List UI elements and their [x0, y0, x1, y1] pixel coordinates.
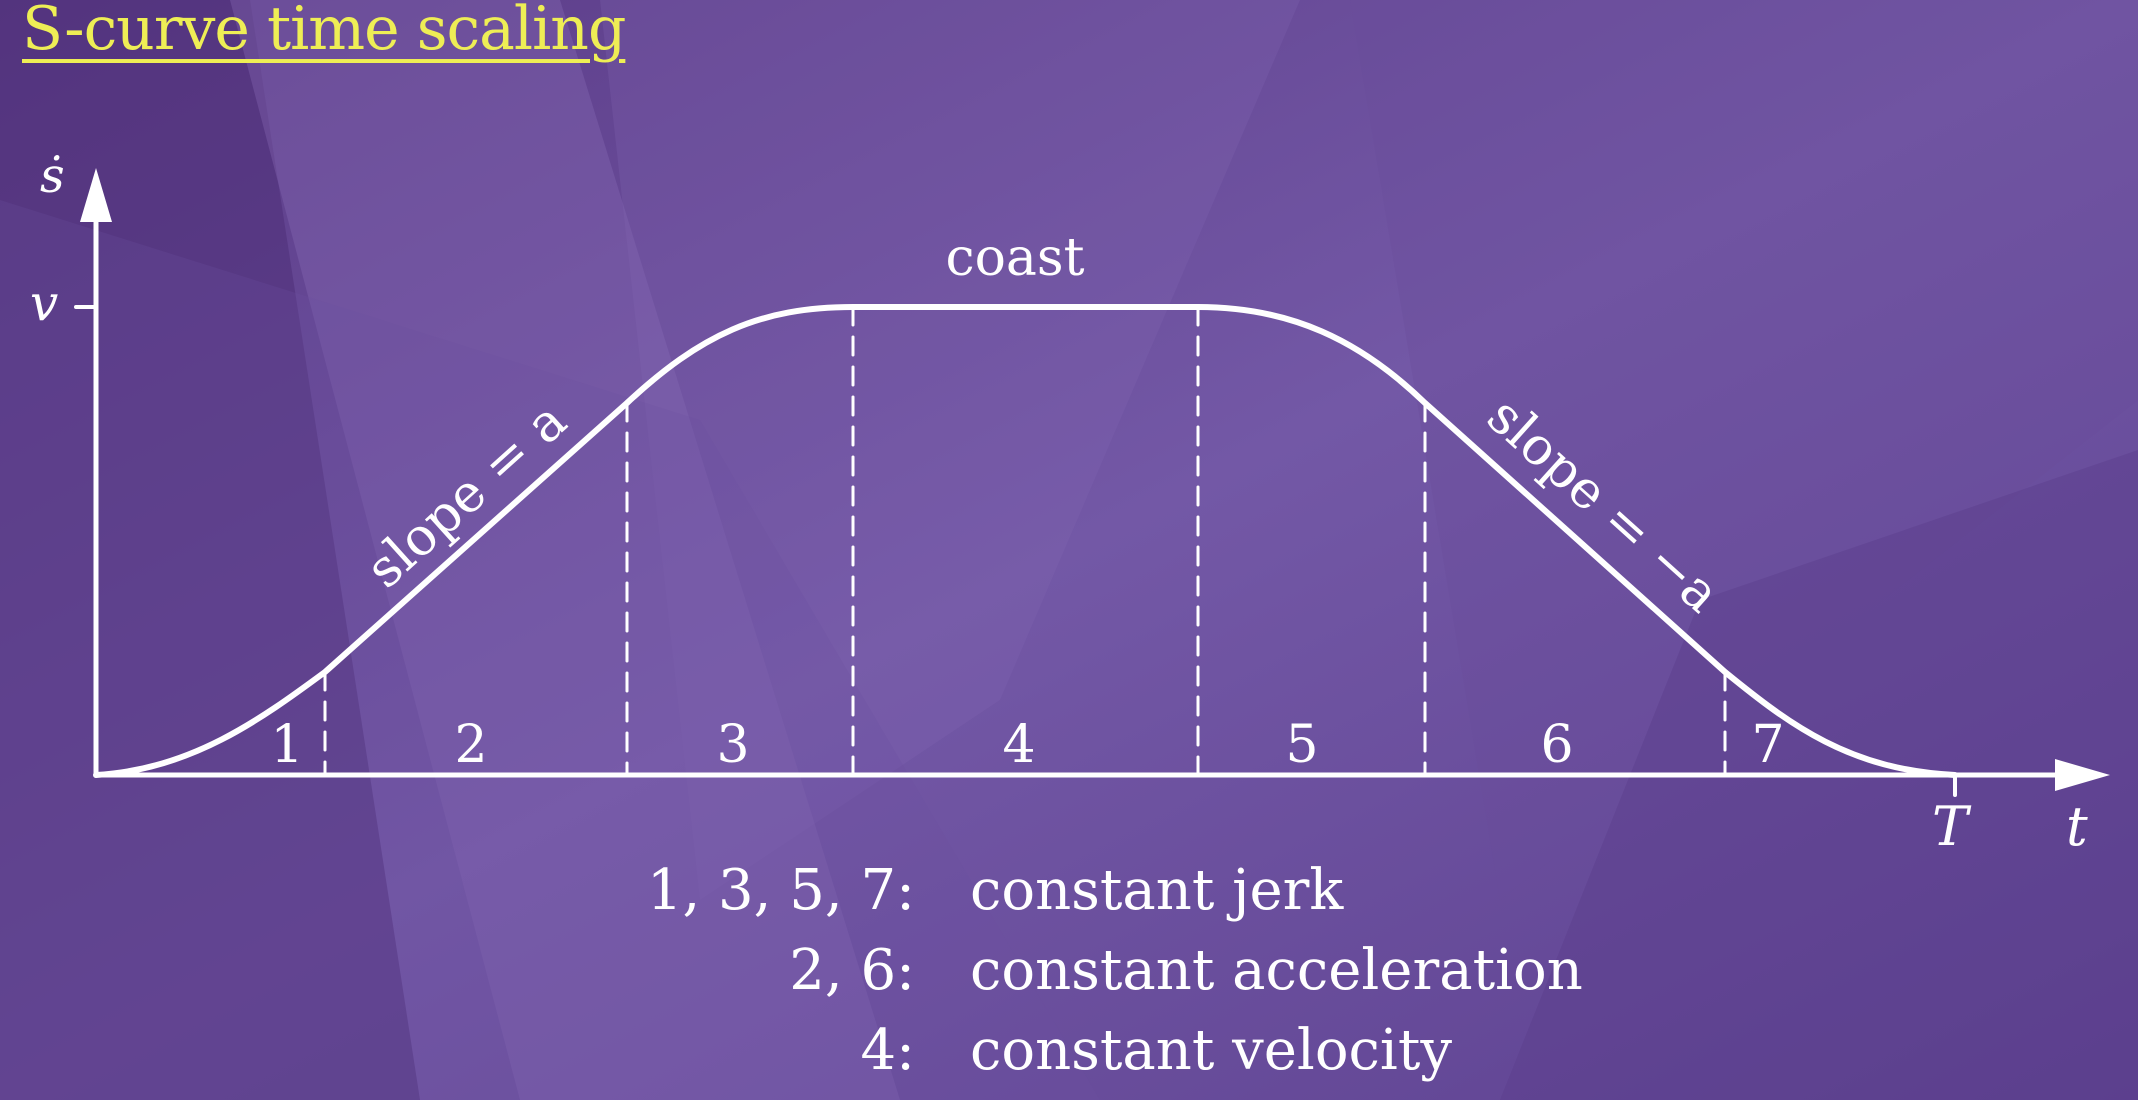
segment-label: 6 — [1540, 715, 1573, 775]
phase-dividers — [323, 305, 1727, 777]
velocity-curve — [93, 304, 1958, 778]
x-axis-arrow-icon — [2055, 759, 2110, 791]
v-label: v — [30, 274, 58, 332]
page-title: S-curve time scaling — [22, 0, 626, 64]
legend-keys: 4: — [860, 1018, 916, 1083]
segment-label: 4 — [1002, 715, 1035, 775]
segment-label: 1 — [270, 715, 303, 775]
T-label: T — [1932, 795, 1972, 858]
segment-label: 2 — [454, 715, 487, 775]
y-axis-label: ṡ — [40, 148, 65, 204]
coast-label: coast — [945, 228, 1084, 288]
x-axis-label: t — [2066, 795, 2088, 858]
segment-label: 3 — [716, 715, 749, 775]
slope-up-label: slope = a — [355, 391, 578, 600]
y-axis-arrow-icon — [80, 168, 112, 222]
legend-desc: constant velocity — [970, 1018, 1452, 1083]
segment-label: 7 — [1751, 715, 1784, 775]
legend-desc: constant acceleration — [970, 938, 1583, 1003]
legend-desc: constant jerk — [970, 858, 1344, 923]
slope-down-label: slope = −a — [1476, 386, 1732, 625]
segment-label: 5 — [1285, 715, 1318, 775]
legend-keys: 2, 6: — [789, 938, 915, 1003]
legend-keys: 1, 3, 5, 7: — [646, 858, 915, 923]
